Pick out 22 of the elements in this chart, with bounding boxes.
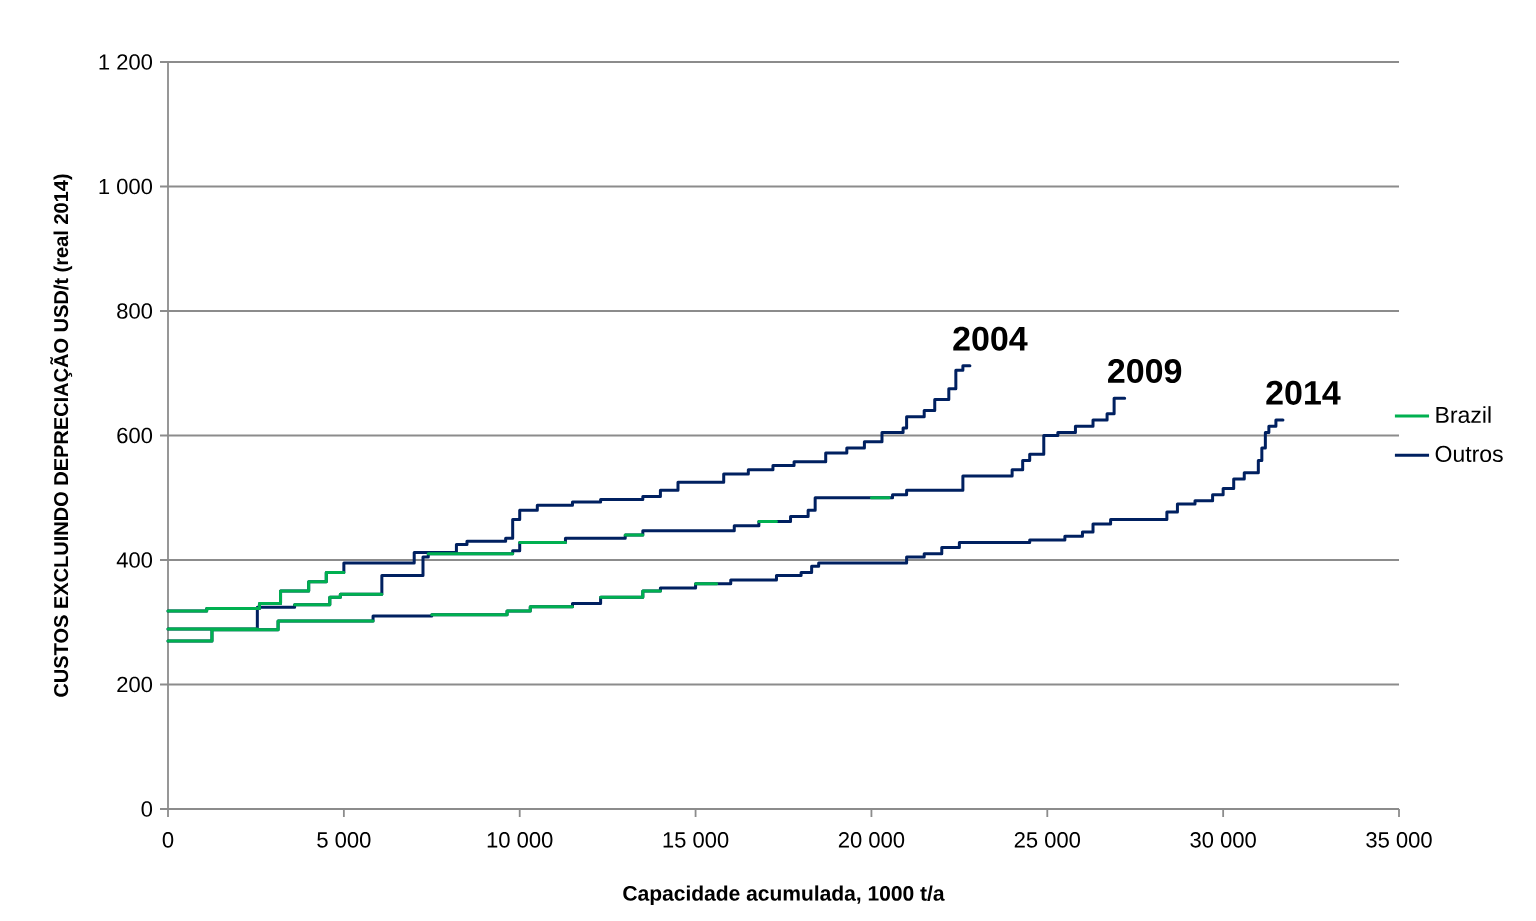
x-tick-label: 35 000 <box>1366 832 1432 848</box>
annotation: 2009 <box>1108 359 1182 384</box>
y-tick-label: 1 200 <box>99 54 153 70</box>
x-tick-label: 30 000 <box>1190 832 1256 848</box>
y-tick-label: 400 <box>116 552 153 568</box>
legend-label: Brazil <box>1436 406 1491 424</box>
x-tick-label: 15 000 <box>663 832 729 848</box>
y-tick-label: 600 <box>117 427 153 444</box>
annotation: 2014 <box>1266 380 1341 405</box>
x-axis-title: Capacidade acumulada, 1000 t/a <box>623 885 945 905</box>
x-tick-label: 25 000 <box>1014 832 1081 848</box>
x-tick-label: 5 000 <box>317 832 371 848</box>
y-tick-label: 200 <box>117 676 153 693</box>
annotation: 2004 <box>953 326 1028 351</box>
x-tick-label: 20 000 <box>838 832 905 848</box>
y-axis-title: CUSTOS EXCLUINDO DEPRECIAÇÃO USD/t (real 2014) <box>50 174 73 697</box>
x-tick-label: 0 <box>162 832 174 848</box>
x-tick-label: 10 000 <box>487 832 553 848</box>
y-tick-label: 1 000 <box>99 178 153 195</box>
y-tick-label: 0 <box>141 801 153 817</box>
y-tick-label: 800 <box>117 303 153 319</box>
legend-label: Outros <box>1435 445 1503 463</box>
